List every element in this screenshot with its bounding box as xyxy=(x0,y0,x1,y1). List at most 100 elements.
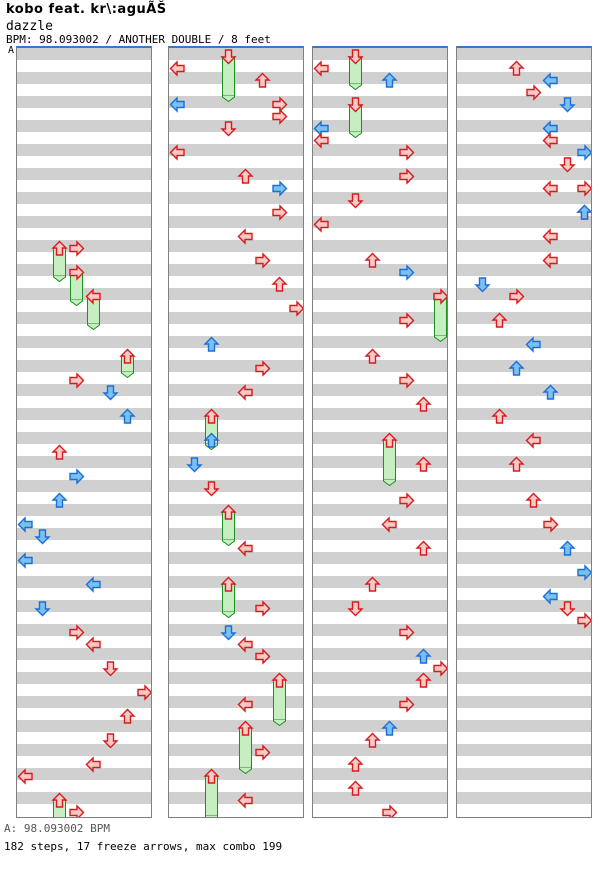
beat-band xyxy=(17,696,151,708)
song-name: dazzle xyxy=(6,19,53,34)
beat-band xyxy=(457,264,591,276)
beat-band xyxy=(169,180,303,192)
beat-band xyxy=(457,708,591,720)
beat-band xyxy=(169,156,303,168)
beat-band xyxy=(17,156,151,168)
beat-band xyxy=(169,372,303,384)
beat-band xyxy=(313,492,447,504)
beat-band xyxy=(457,696,591,708)
measure xyxy=(313,432,447,480)
beat-band xyxy=(169,600,303,612)
beat-band xyxy=(169,552,303,564)
beat-band xyxy=(313,348,447,360)
beat-band xyxy=(313,156,447,168)
beat-band xyxy=(313,384,447,396)
beat-band xyxy=(17,348,151,360)
beat-band xyxy=(17,492,151,504)
stepchart-panel-2[interactable] xyxy=(168,46,304,818)
beat-band xyxy=(17,636,151,648)
beat-band xyxy=(169,216,303,228)
beat-band xyxy=(313,516,447,528)
measure xyxy=(457,192,591,240)
beat-band xyxy=(313,684,447,696)
beat-band xyxy=(313,636,447,648)
beat-band xyxy=(457,720,591,732)
beat-band xyxy=(169,480,303,492)
beat-band xyxy=(313,264,447,276)
measure xyxy=(457,48,591,96)
measure xyxy=(457,528,591,576)
beat-band xyxy=(313,216,447,228)
beat-band xyxy=(313,588,447,600)
beat-band xyxy=(169,72,303,84)
beat-band xyxy=(17,144,151,156)
measure xyxy=(169,192,303,240)
stepchart-panel-3[interactable] xyxy=(312,46,448,818)
beat-band xyxy=(169,252,303,264)
beat-band xyxy=(169,132,303,144)
beat-band xyxy=(313,660,447,672)
stepchart-panel-4[interactable] xyxy=(456,46,592,818)
beat-band xyxy=(313,612,447,624)
beat-band xyxy=(17,300,151,312)
beat-band xyxy=(169,432,303,444)
beat-band xyxy=(17,672,151,684)
beat-band xyxy=(169,708,303,720)
beat-band xyxy=(17,624,151,636)
beat-band xyxy=(17,552,151,564)
beat-band xyxy=(169,444,303,456)
beat-band xyxy=(313,744,447,756)
beat-band xyxy=(457,624,591,636)
beat-band xyxy=(17,732,151,744)
song-artist-title: kobo feat. kr\:aguÃŠ xyxy=(6,2,167,17)
beat-band xyxy=(17,780,151,792)
beat-band xyxy=(17,756,151,768)
measure xyxy=(17,240,151,288)
beat-band xyxy=(169,144,303,156)
measure xyxy=(17,672,151,720)
measure xyxy=(169,288,303,336)
beat-band xyxy=(17,264,151,276)
beat-band xyxy=(17,120,151,132)
measure xyxy=(169,624,303,672)
beat-band xyxy=(313,732,447,744)
beat-band xyxy=(17,792,151,804)
chart-meta-line: BPM: 98.093002 / ANOTHER DOUBLE / 8 feet xyxy=(6,33,271,46)
measure xyxy=(169,768,303,816)
beat-band xyxy=(313,204,447,216)
beat-band xyxy=(17,132,151,144)
measure xyxy=(17,336,151,384)
measure xyxy=(313,480,447,528)
measure xyxy=(313,528,447,576)
beat-band xyxy=(457,204,591,216)
beat-band xyxy=(313,276,447,288)
measure xyxy=(457,336,591,384)
beat-band xyxy=(313,168,447,180)
beat-band xyxy=(313,132,447,144)
measure xyxy=(169,384,303,432)
beat-band xyxy=(17,432,151,444)
beat-band xyxy=(313,552,447,564)
beat-band xyxy=(457,444,591,456)
beat-band xyxy=(17,420,151,432)
beat-band xyxy=(457,744,591,756)
beat-band xyxy=(313,804,447,816)
beat-band xyxy=(17,804,151,816)
beat-band xyxy=(169,96,303,108)
beat-band xyxy=(313,372,447,384)
measure xyxy=(313,336,447,384)
beat-band xyxy=(313,792,447,804)
beat-band xyxy=(313,564,447,576)
difficulty-label: A xyxy=(8,45,15,56)
measure xyxy=(457,480,591,528)
stepchart-panel-1[interactable] xyxy=(16,46,152,818)
beat-band xyxy=(169,84,303,96)
beat-band xyxy=(169,720,303,732)
beat-band xyxy=(457,84,591,96)
beat-band xyxy=(17,252,151,264)
beat-band xyxy=(457,468,591,480)
beat-band xyxy=(457,252,591,264)
measure xyxy=(457,720,591,768)
beat-band xyxy=(169,684,303,696)
beat-band xyxy=(313,228,447,240)
